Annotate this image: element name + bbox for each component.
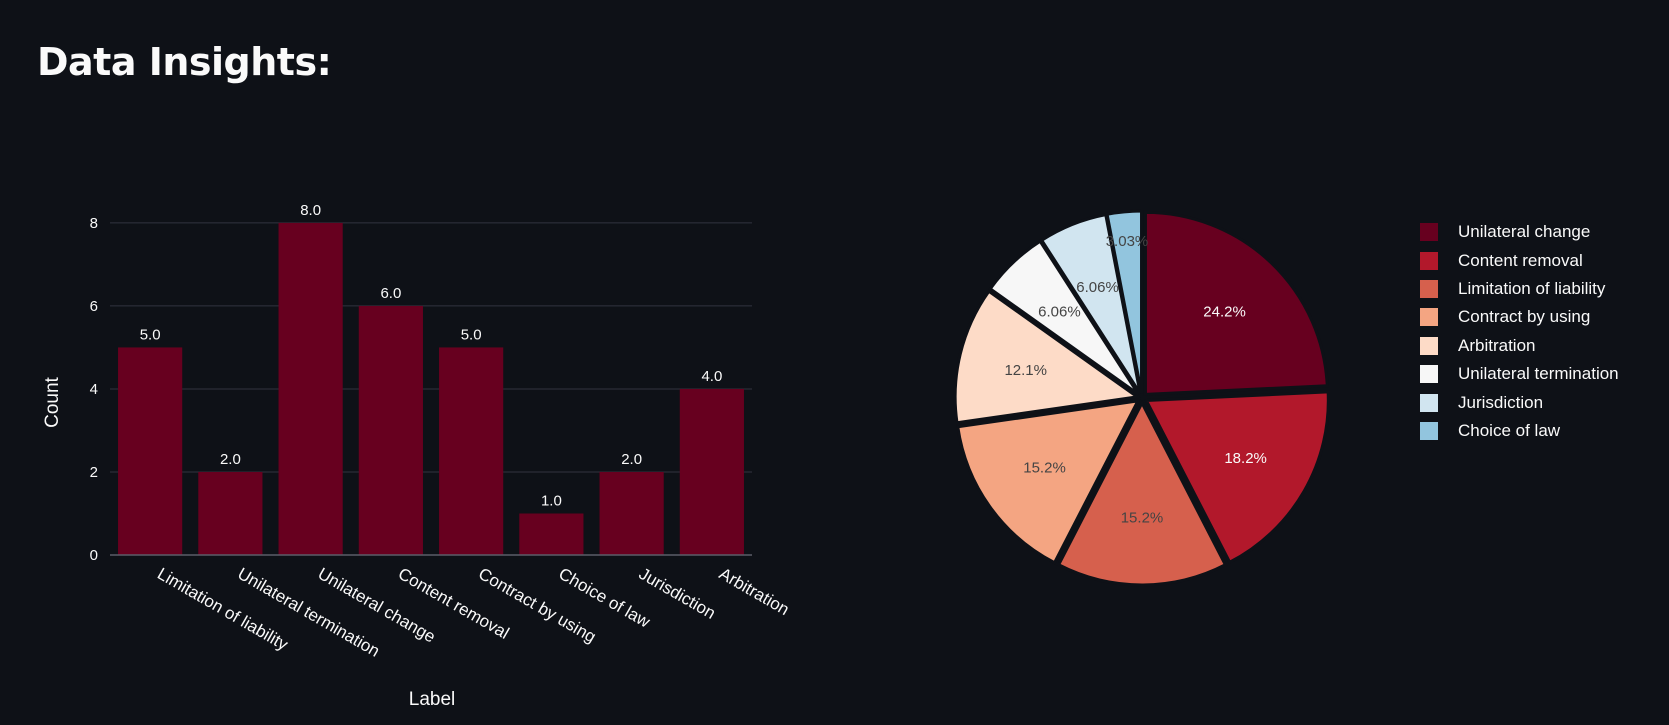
bar-data-label: 5.0: [140, 326, 161, 343]
bar-arbitration: [679, 388, 744, 555]
x-axis-title: Label: [409, 689, 456, 710]
legend-label: Unilateral change: [1458, 222, 1591, 242]
pie-percent-label: 3.03%: [1106, 233, 1149, 250]
legend-item-arbitration[interactable]: Arbitration: [1420, 332, 1619, 360]
pie-slice-unilateral-termination: [988, 239, 1140, 396]
pie-slice-limitation-of-liability: [1056, 399, 1228, 587]
legend-item-contract-by-using[interactable]: Contract by using: [1420, 303, 1619, 331]
pie-legend: Unilateral change Content removal Limitati…: [1420, 218, 1619, 445]
bar-data-label: 4.0: [701, 368, 722, 385]
legend-swatch: [1420, 223, 1438, 242]
pie-percent-label: 6.06%: [1038, 303, 1081, 320]
legend-swatch: [1420, 279, 1438, 298]
bar-limitation-of-liability: [118, 347, 183, 555]
bar-unilateral-change: [278, 222, 343, 555]
bar-chart: 0 2 4 6 8 5.0 Limitation of liability 2.0 Unilat…: [42, 202, 793, 710]
bar-data-label: 2.0: [621, 451, 642, 468]
pie-percent-label: 6.06%: [1076, 279, 1119, 296]
y-tick-label: 0: [90, 547, 98, 564]
x-tick-label: Limitation of liability: [154, 564, 292, 654]
bar-data-label: 2.0: [220, 451, 241, 468]
legend-label: Unilateral termination: [1458, 364, 1619, 384]
legend-label: Arbitration: [1458, 335, 1536, 355]
legend-swatch: [1420, 421, 1438, 440]
x-tick-label: Unilateral termination: [234, 564, 383, 661]
y-tick-label: 2: [90, 464, 98, 481]
legend-label: Choice of law: [1458, 420, 1561, 440]
legend-swatch: [1420, 365, 1438, 384]
bar-data-label: 1.0: [541, 492, 562, 509]
y-axis-title: Count: [42, 376, 63, 427]
pie-percent-label: 15.2%: [1023, 459, 1066, 476]
bar-unilateral-termination: [198, 471, 263, 555]
legend-item-content-removal[interactable]: Content removal: [1420, 246, 1619, 274]
legend-item-jurisdiction[interactable]: Jurisdiction: [1420, 388, 1619, 416]
page-title: Data Insights:: [37, 40, 332, 84]
pie-slice-contract-by-using: [956, 399, 1141, 565]
legend-label: Content removal: [1458, 250, 1583, 270]
bar-contract-by-using: [439, 347, 504, 555]
legend-swatch: [1420, 251, 1438, 270]
pie-percent-label: 12.1%: [1004, 362, 1047, 379]
bar-content-removal: [358, 305, 423, 555]
bar-data-label: 6.0: [380, 285, 401, 302]
legend-swatch: [1420, 393, 1438, 412]
pie-percent-label: 15.2%: [1121, 510, 1164, 527]
bar-data-label: 8.0: [300, 202, 321, 219]
bar-jurisdiction: [599, 471, 664, 555]
pie-slice-content-removal: [1143, 390, 1330, 565]
legend-item-choice-of-law[interactable]: Choice of law: [1420, 417, 1619, 445]
pie-percent-label: 18.2%: [1224, 450, 1267, 467]
legend-swatch: [1420, 336, 1438, 355]
y-tick-label: 8: [90, 215, 98, 232]
y-tick-label: 4: [90, 381, 98, 398]
legend-item-limitation-of-liability[interactable]: Limitation of liability: [1420, 275, 1619, 303]
pie-slice-arbitration: [953, 289, 1142, 425]
legend-swatch: [1420, 308, 1438, 327]
x-tick-label: Arbitration: [716, 564, 793, 619]
legend-label: Limitation of liability: [1458, 278, 1606, 298]
pie-slice-choice-of-law: [1105, 209, 1144, 394]
legend-item-unilateral-termination[interactable]: Unilateral termination: [1420, 360, 1619, 388]
y-tick-label: 6: [90, 298, 98, 315]
pie-slice-unilateral-change: [1143, 210, 1329, 396]
bar-data-label: 5.0: [461, 326, 482, 343]
pie-chart: 24.2% 18.2% 15.2% 15.2% 12.1% 6.06% 6.06% 3.03%: [953, 209, 1330, 587]
bar-choice-of-law: [519, 513, 584, 555]
pie-percent-label: 24.2%: [1203, 303, 1246, 320]
legend-label: Contract by using: [1458, 307, 1591, 327]
legend-label: Jurisdiction: [1458, 392, 1544, 412]
legend-item-unilateral-change[interactable]: Unilateral change: [1420, 218, 1619, 246]
